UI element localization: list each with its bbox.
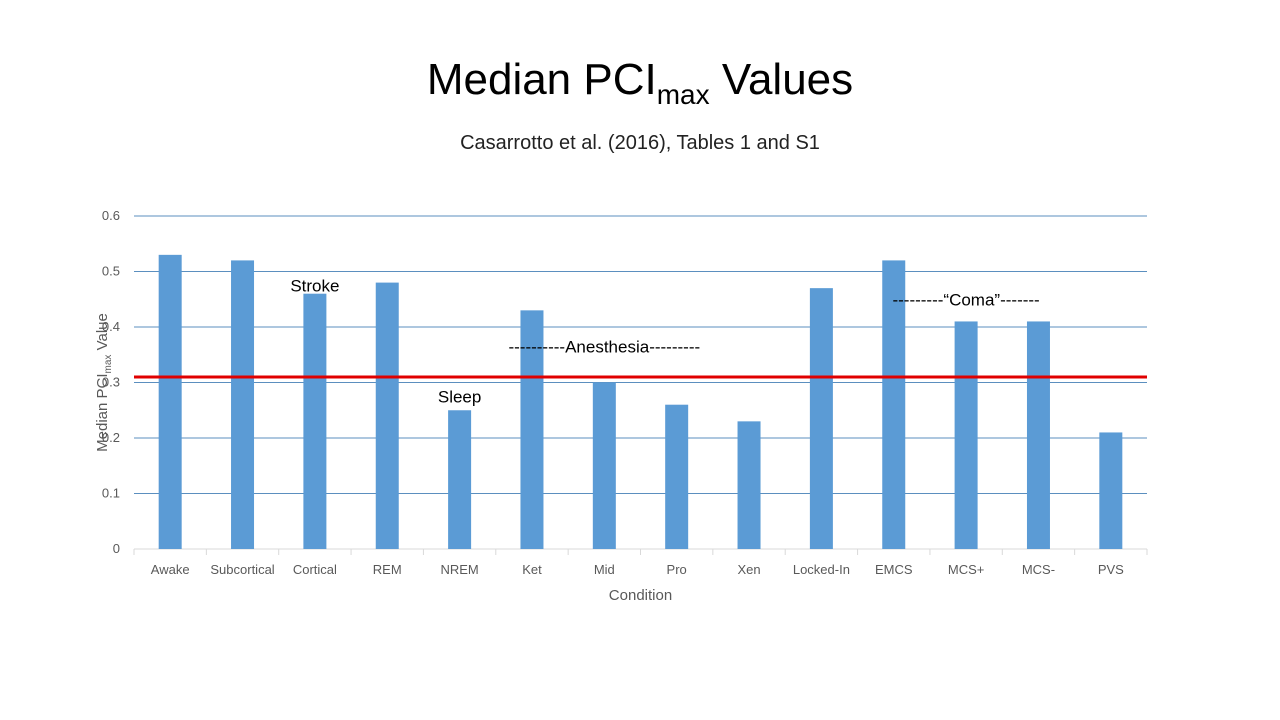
x-tick-label: Subcortical (210, 562, 274, 577)
bar-awake (158, 254, 182, 549)
x-tick-label: Locked-In (793, 562, 850, 577)
bar-mcs- (1026, 321, 1050, 549)
bar-cortical (303, 293, 327, 549)
annotation-label: Stroke (290, 276, 339, 295)
x-tick-label: Awake (151, 562, 190, 577)
bar-emcs (882, 260, 906, 549)
bar-ket (520, 310, 544, 549)
x-tick-label: MCS+ (948, 562, 984, 577)
chart-title: Median PCImax Values (0, 52, 1280, 110)
bar-pro (665, 404, 689, 549)
y-tick-label: 0.3 (102, 375, 120, 390)
chart-title-main: Median PCI (426, 55, 657, 104)
annotation-label: ----------Anesthesia--------- (508, 337, 700, 356)
x-tick-label: Ket (522, 562, 542, 577)
chart-title-tail: Values (709, 55, 854, 104)
y-tick-label: 0.2 (102, 430, 120, 445)
bar-mcs- (954, 321, 978, 549)
y-axis-title: Median PCImax Value (94, 313, 114, 452)
bar-rem (375, 282, 399, 549)
x-tick-label: Mid (594, 562, 615, 577)
y-tick-label: 0.6 (102, 208, 120, 223)
y-tick-label: 0.4 (102, 319, 120, 334)
x-tick-label: EMCS (875, 562, 913, 577)
x-tick-label: Pro (667, 562, 687, 577)
annotation-label: ---------“Coma”------- (892, 290, 1039, 309)
bar-locked-in (809, 288, 833, 549)
bar-pvs (1099, 432, 1123, 549)
y-tick-label: 0.5 (102, 264, 120, 279)
x-tick-label: MCS- (1022, 562, 1055, 577)
x-axis-title: Condition (609, 587, 672, 604)
bar-nrem (448, 410, 472, 549)
annotation-label: Sleep (438, 387, 481, 406)
chart-title-subscript: max (656, 79, 710, 110)
bar-mid (592, 382, 616, 549)
x-tick-label: NREM (440, 562, 478, 577)
bar-subcortical (231, 260, 255, 549)
chart-subtitle: Casarrotto et al. (2016), Tables 1 and S… (460, 132, 820, 154)
y-tick-label: 0.1 (102, 486, 120, 501)
x-tick-label: Xen (737, 562, 760, 577)
x-tick-label: Cortical (293, 562, 337, 577)
x-tick-label: REM (373, 562, 402, 577)
bar-xen (737, 421, 761, 549)
y-tick-label: 0 (113, 541, 120, 556)
x-tick-label: PVS (1098, 562, 1124, 577)
